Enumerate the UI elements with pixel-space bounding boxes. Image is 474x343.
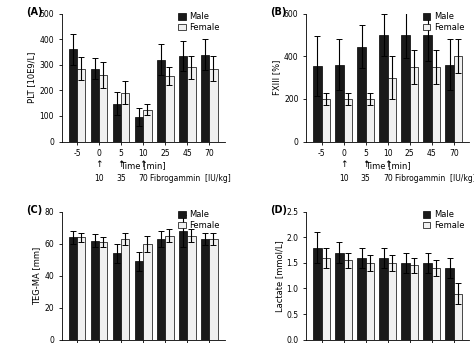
Bar bbox=[165, 76, 173, 142]
Text: 35: 35 bbox=[361, 174, 371, 183]
Bar bbox=[344, 260, 352, 340]
Text: ↑: ↑ bbox=[95, 161, 103, 169]
Text: (C): (C) bbox=[26, 205, 42, 215]
Bar bbox=[423, 263, 432, 340]
Bar bbox=[135, 261, 143, 340]
Bar bbox=[121, 239, 129, 340]
Text: 10: 10 bbox=[94, 174, 104, 183]
Bar bbox=[77, 69, 85, 142]
Bar bbox=[69, 237, 77, 340]
Text: ↑: ↑ bbox=[384, 161, 392, 169]
Bar bbox=[69, 49, 77, 142]
Bar bbox=[313, 248, 322, 340]
Bar bbox=[201, 55, 209, 142]
Bar bbox=[432, 67, 440, 142]
Bar bbox=[209, 69, 218, 142]
Bar bbox=[121, 93, 129, 142]
Bar bbox=[322, 258, 330, 340]
Y-axis label: TEG-MA [mm]: TEG-MA [mm] bbox=[32, 247, 41, 305]
Text: Fibrogammin  [IU/kg]: Fibrogammin [IU/kg] bbox=[150, 174, 231, 183]
Bar bbox=[344, 99, 352, 142]
Bar bbox=[179, 56, 187, 142]
Legend: Male, Female: Male, Female bbox=[422, 12, 465, 33]
Bar bbox=[357, 47, 366, 142]
Text: ↑: ↑ bbox=[139, 161, 147, 169]
Bar bbox=[454, 56, 462, 142]
Bar bbox=[454, 294, 462, 340]
Bar bbox=[366, 99, 374, 142]
Bar bbox=[446, 268, 454, 340]
Legend: Male, Female: Male, Female bbox=[177, 12, 220, 33]
Bar bbox=[77, 237, 85, 340]
Bar bbox=[143, 109, 152, 142]
Text: 70: 70 bbox=[383, 174, 392, 183]
Bar bbox=[135, 117, 143, 142]
Bar bbox=[432, 268, 440, 340]
Bar bbox=[388, 263, 396, 340]
Bar bbox=[143, 244, 152, 340]
Bar bbox=[99, 242, 108, 340]
Bar bbox=[410, 67, 418, 142]
Text: ↑: ↑ bbox=[118, 161, 125, 169]
Text: (D): (D) bbox=[270, 205, 287, 215]
Bar bbox=[379, 35, 388, 142]
Y-axis label: Lactate [mmol/L]: Lactate [mmol/L] bbox=[274, 240, 283, 311]
Bar bbox=[401, 35, 410, 142]
X-axis label: Time [min]: Time [min] bbox=[120, 161, 166, 170]
Bar bbox=[165, 236, 173, 340]
Bar bbox=[209, 239, 218, 340]
Legend: Male, Female: Male, Female bbox=[177, 210, 220, 231]
Bar bbox=[366, 263, 374, 340]
Bar bbox=[187, 236, 196, 340]
Text: (A): (A) bbox=[26, 7, 42, 17]
Bar bbox=[113, 253, 121, 340]
Bar bbox=[157, 239, 165, 340]
Bar bbox=[99, 75, 108, 142]
Bar bbox=[335, 253, 344, 340]
Text: 70: 70 bbox=[138, 174, 148, 183]
Bar bbox=[446, 65, 454, 142]
Bar bbox=[401, 263, 410, 340]
Bar bbox=[91, 240, 99, 340]
Bar bbox=[187, 67, 196, 142]
Legend: Male, Female: Male, Female bbox=[422, 210, 465, 231]
Bar bbox=[357, 258, 366, 340]
Text: (B): (B) bbox=[270, 7, 287, 17]
Text: 35: 35 bbox=[116, 174, 126, 183]
Bar bbox=[179, 231, 187, 340]
X-axis label: Time [min]: Time [min] bbox=[365, 161, 410, 170]
Bar bbox=[379, 258, 388, 340]
Bar bbox=[410, 265, 418, 340]
Bar bbox=[201, 239, 209, 340]
Bar bbox=[423, 35, 432, 142]
Bar bbox=[313, 66, 322, 142]
Bar bbox=[91, 69, 99, 142]
Bar bbox=[388, 78, 396, 142]
Text: ↑: ↑ bbox=[362, 161, 369, 169]
Text: Fibrogammin  [IU/kg]: Fibrogammin [IU/kg] bbox=[395, 174, 474, 183]
Bar bbox=[157, 60, 165, 142]
Text: ↑: ↑ bbox=[340, 161, 347, 169]
Bar bbox=[322, 99, 330, 142]
Bar bbox=[335, 65, 344, 142]
Text: 10: 10 bbox=[339, 174, 348, 183]
Bar bbox=[113, 104, 121, 142]
Y-axis label: FXIII [%]: FXIII [%] bbox=[272, 60, 281, 95]
Y-axis label: PLT [10E9/L]: PLT [10E9/L] bbox=[27, 52, 36, 103]
